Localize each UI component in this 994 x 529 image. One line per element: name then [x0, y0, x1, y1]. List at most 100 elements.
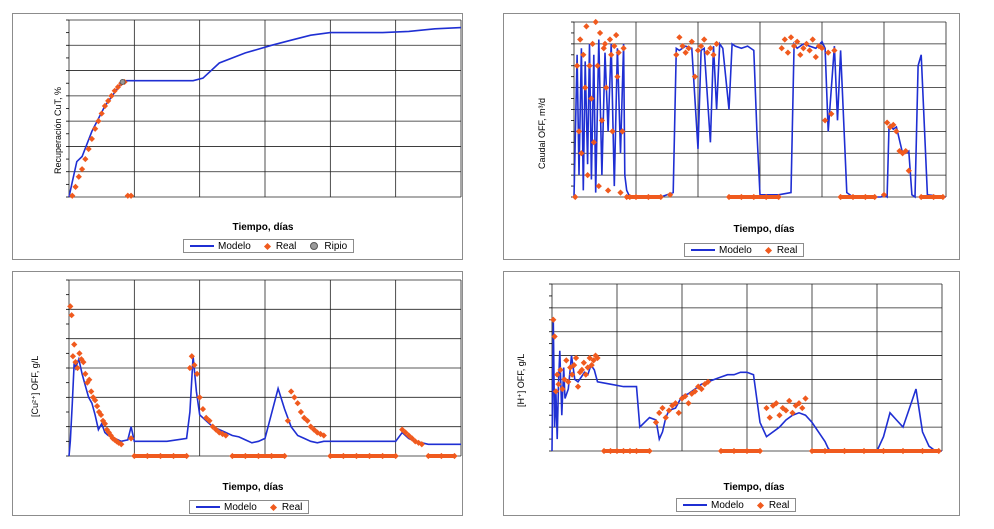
line-swatch-icon: [190, 245, 214, 247]
series-line-modelo: [68, 26, 462, 198]
chart-panel-caudal: Caudal OFF, m³/d Tiempo, días Modelo Rea…: [503, 13, 960, 260]
data-point-real: [797, 51, 804, 58]
data-point-real: [620, 45, 627, 52]
data-point-real: [101, 420, 109, 427]
data-point-real: [710, 51, 717, 58]
data-point-real: [682, 49, 689, 56]
chart-cobre: [66, 279, 462, 460]
data-point-real: [80, 359, 87, 366]
data-point-real: [88, 388, 95, 395]
data-point-real: [578, 366, 586, 373]
data-point-real: [86, 376, 93, 383]
data-point-real: [694, 47, 702, 54]
legend-item-real: Real: [261, 241, 296, 252]
data-point-real: [766, 414, 773, 421]
chart-recuperacion: [66, 19, 462, 199]
data-point-real: [78, 166, 86, 173]
data-point-real: [74, 364, 81, 372]
x-axis-label: Tiempo, días: [222, 482, 284, 493]
data-point-real: [604, 187, 612, 194]
data-point-real: [713, 40, 720, 47]
chart-panel-recuperacion: Recuperación CuT, % Tiempo, días Modelo …: [12, 13, 463, 260]
data-point-real: [563, 357, 570, 364]
data-point-real: [124, 192, 131, 199]
data-point-real: [291, 394, 298, 401]
circle-marker-icon: [310, 242, 319, 250]
data-point-real: [592, 18, 599, 26]
data-point-real: [606, 36, 614, 43]
diamond-marker-icon: [756, 501, 764, 509]
data-point-real: [92, 125, 99, 132]
data-point-ripio: [119, 79, 126, 85]
data-point-real: [662, 414, 669, 421]
data-point-real: [111, 87, 118, 94]
legend: Modelo Real: [676, 498, 797, 512]
data-point-real: [85, 145, 92, 153]
data-point-real: [784, 49, 792, 56]
data-point-real: [691, 73, 699, 80]
data-point-real: [675, 409, 682, 416]
data-point-real: [600, 45, 607, 52]
data-point-real: [652, 419, 660, 426]
data-point-real: [673, 51, 680, 58]
data-point-real: [550, 316, 557, 323]
data-point-real: [68, 312, 75, 319]
diamond-marker-icon: [269, 503, 277, 511]
data-point-real: [127, 192, 135, 199]
data-point-real: [294, 400, 301, 407]
data-point-real: [883, 119, 891, 126]
legend-label: Real: [768, 499, 790, 511]
data-point-real: [98, 110, 105, 117]
series-line-modelo: [573, 39, 947, 199]
data-point-real: [778, 45, 785, 52]
y-axis-label: [Cu²⁺] OFF, g/L: [30, 355, 40, 417]
legend-label: Modelo: [719, 244, 752, 256]
data-point-real: [809, 36, 816, 43]
line-swatch-icon: [196, 506, 220, 508]
data-point-real: [108, 92, 115, 99]
data-point-real: [71, 341, 78, 348]
data-point-real: [613, 32, 620, 39]
legend: Modelo Real: [189, 500, 310, 514]
data-point-real: [601, 40, 609, 47]
data-point-real: [582, 84, 589, 91]
y-axis-label: [H⁺] OFF, g/L: [516, 353, 526, 407]
data-point-real: [781, 36, 788, 43]
data-point-real: [656, 409, 663, 416]
y-axis-label: Caudal OFF, m³/d: [537, 97, 547, 169]
data-point-real: [92, 397, 99, 404]
data-point-real: [574, 383, 582, 390]
data-point-real: [787, 34, 795, 41]
data-point-real: [95, 118, 102, 125]
legend-label: Modelo: [711, 499, 744, 511]
legend-label: Real: [776, 244, 798, 256]
data-point-real: [596, 29, 604, 37]
data-point-real: [812, 53, 819, 61]
data-point-real: [614, 73, 621, 80]
data-point-real: [76, 350, 83, 357]
chart-panel-acido: [H⁺] OFF, g/L Tiempo, días Modelo Real: [503, 271, 960, 516]
diamond-marker-icon: [764, 246, 772, 254]
data-point-real: [69, 353, 77, 360]
legend-item-ripio: Ripio: [306, 241, 347, 252]
legend-label: Modelo: [224, 501, 257, 513]
legend: Modelo Real Ripio: [183, 239, 355, 253]
legend-item-modelo: Modelo: [683, 500, 744, 511]
line-swatch-icon: [683, 504, 707, 506]
data-point-real: [69, 192, 76, 199]
data-point-real: [609, 128, 616, 135]
data-point-real: [776, 412, 783, 419]
data-point-real: [297, 408, 305, 416]
data-point-real: [590, 139, 597, 146]
data-point-real: [118, 441, 125, 448]
data-point-real: [806, 47, 813, 54]
line-swatch-icon: [691, 249, 715, 251]
data-point-real: [93, 403, 101, 410]
data-point-real: [82, 155, 89, 163]
data-point-real: [598, 117, 606, 124]
data-point-real: [105, 97, 112, 105]
x-axis-label: Tiempo, días: [723, 482, 785, 493]
data-point-real: [665, 407, 673, 414]
legend-item-modelo: Modelo: [190, 241, 251, 252]
legend-item-modelo: Modelo: [196, 502, 257, 513]
